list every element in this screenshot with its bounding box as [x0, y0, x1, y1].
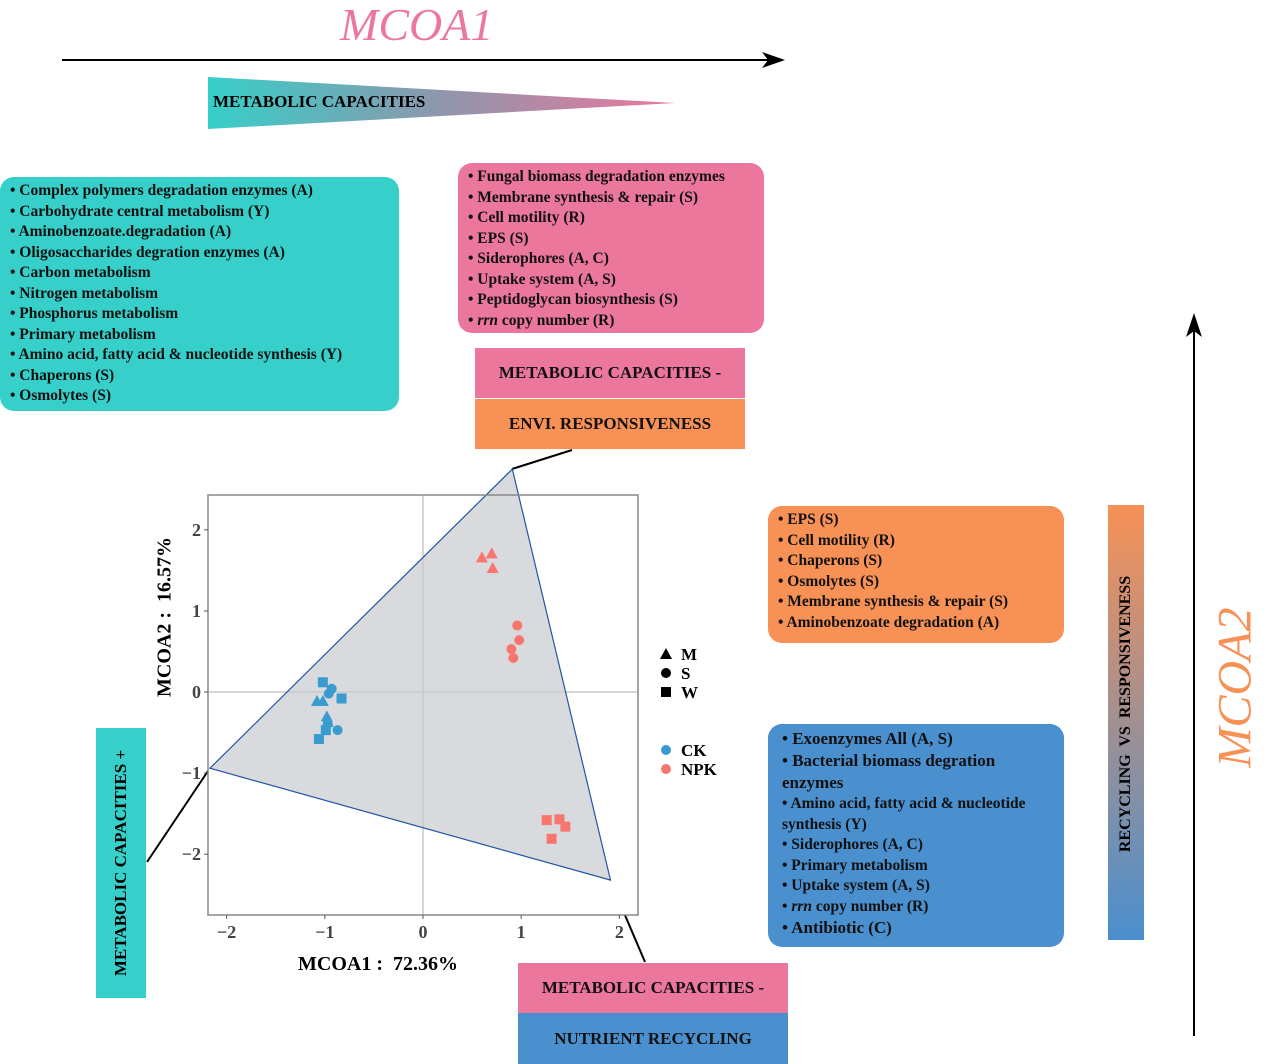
data-point-ck-circle [323, 688, 334, 699]
data-point-npk-circle [514, 635, 525, 646]
data-point-npk-circle [512, 620, 523, 631]
x-tick-label: 1 [517, 922, 526, 942]
data-point-ck-circle [332, 725, 343, 736]
y-tick-label: 1 [192, 601, 201, 621]
data-point-ck-triangle [316, 694, 329, 706]
legend-label-ck: CK [681, 741, 707, 760]
data-point-npk-square [554, 814, 565, 825]
bottom-label-a: METABOLIC CAPACITIES - [518, 963, 788, 1013]
teal-box: • Complex polymers degradation enzymes (… [0, 177, 399, 411]
mcoa1-arrowhead-icon [762, 52, 785, 68]
legend-label-w: W [681, 683, 698, 702]
mcoa1-title: MCOA1 [340, 0, 494, 50]
gradient-wedge [208, 77, 675, 129]
data-point-npk-square [560, 821, 571, 832]
y-tick-label: −2 [182, 844, 201, 864]
legend-color-npk [661, 764, 671, 774]
orange-box: • EPS (S) • Cell motility (R) • Chaperons … [768, 506, 1064, 643]
legend-label-npk: NPK [681, 760, 718, 779]
gradient-label: METABOLIC CAPACITIES [213, 92, 426, 111]
legend-label-s: S [681, 664, 690, 683]
data-point-ck-triangle [320, 710, 333, 722]
top-label-b: ENVI. RESPONSIVENESS [475, 399, 745, 449]
data-point-npk-circle [506, 644, 517, 655]
x-tick-label: 2 [615, 922, 624, 942]
data-point-npk-triangle [486, 561, 499, 573]
mcoa2-arrowhead-icon [1186, 313, 1202, 337]
pink-box: • Fungal biomass degradation enzymes • Me… [458, 163, 764, 333]
data-point-ck-triangle [321, 716, 334, 728]
y-tick-label: 0 [192, 682, 201, 702]
data-point-ck-square [320, 725, 331, 736]
legend-shape-w [661, 687, 671, 697]
convex-hull [208, 467, 612, 881]
y-tick-label: −1 [182, 763, 201, 783]
data-point-npk-triangle [475, 551, 488, 563]
connector-left [146, 767, 211, 863]
data-point-npk-triangle [485, 547, 498, 559]
connector-top [511, 449, 573, 470]
x-tick-label: 0 [419, 922, 428, 942]
y-axis-label: MCOA2 : 16.57% [153, 537, 176, 697]
data-point-npk-square [546, 833, 557, 844]
data-point-ck-square [336, 693, 347, 704]
right-gradient-bar [1108, 505, 1144, 940]
data-point-ck-square [313, 734, 324, 745]
legend-label-m: M [681, 645, 697, 664]
legend-shape-s [661, 668, 671, 678]
legend-shape-m [660, 648, 672, 659]
x-tick-label: −2 [217, 922, 236, 942]
x-axis-label: MCOA1 : 72.36% [298, 953, 458, 975]
top-label-a: METABOLIC CAPACITIES - [475, 348, 745, 398]
data-point-npk-square [541, 815, 552, 826]
data-point-npk-circle [508, 652, 519, 663]
bottom-label-b: NUTRIENT RECYCLING [518, 1013, 788, 1064]
left-label-box: METABOLIC CAPACITIES + [96, 728, 146, 998]
data-point-ck-square [317, 677, 328, 688]
blue-box: • Exoenzymes All (A, S) • Bacterial biom… [768, 724, 1064, 947]
y-tick-label: 2 [192, 520, 201, 540]
x-tick-label: −1 [315, 922, 334, 942]
legend-color-ck [661, 745, 671, 755]
